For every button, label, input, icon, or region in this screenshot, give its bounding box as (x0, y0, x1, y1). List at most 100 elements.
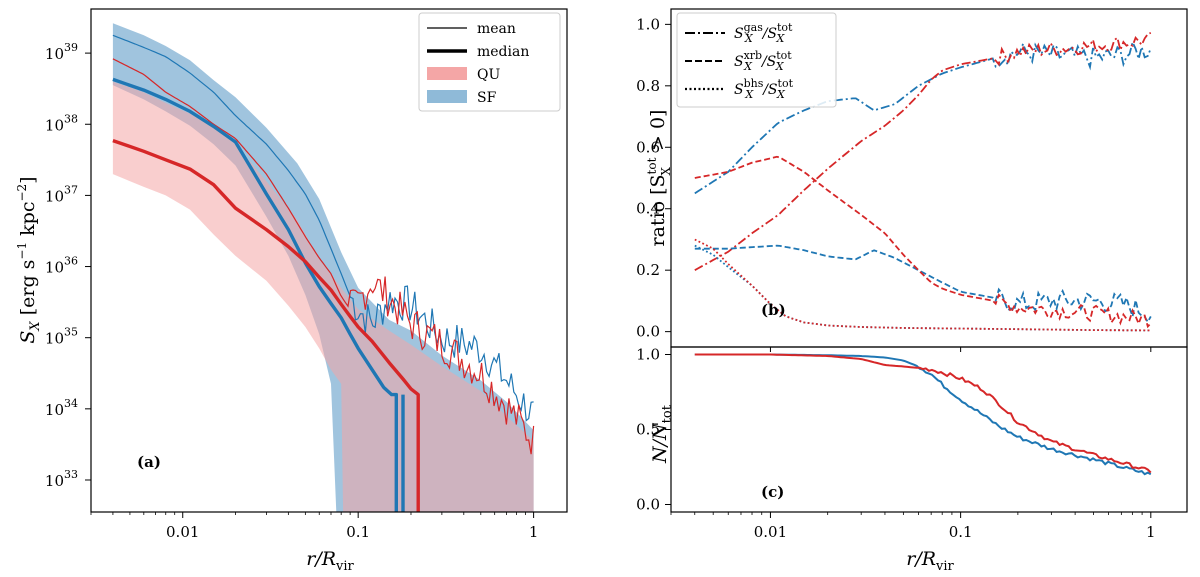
panel-a-xtick-label: 1 (529, 523, 539, 541)
panel-a-ytick-label: 1034 (45, 397, 78, 419)
panel-c-data-layer (694, 353, 1152, 476)
panel-a-ytick-exponent: 38 (64, 112, 78, 125)
legend-bhs-slash: /S (761, 82, 777, 98)
legend-gas-tot: tot (777, 21, 793, 34)
panel-a-ytick-base: 10 (45, 116, 64, 134)
legend-gas-num: gas (744, 21, 764, 34)
panel-a-ylabel-exp1: −1 (15, 242, 29, 260)
panel-c-ytick-label: 0.5 (636, 421, 660, 439)
legend-xrb-s: S (734, 54, 744, 70)
panel-a-legend-box (418, 12, 561, 112)
panel-b-ytick-label: 0.6 (636, 138, 660, 156)
legend-bhs-tot: tot (778, 77, 794, 90)
panel-c-ylabel-n: N/N (649, 422, 671, 464)
legend-xrb-x2: X (775, 60, 785, 73)
panel-a-ylabel-s: S (17, 331, 39, 344)
panel-a-ylabel-close: ] (17, 176, 39, 183)
panel-b-ytick-label: 0.8 (636, 77, 660, 95)
panel-a-ytick-base: 10 (45, 401, 64, 419)
panel-b-xrb-qu-line (694, 155, 1152, 329)
panel-a-ylabel-x: X (28, 321, 43, 332)
panel-a-ylabel-units: [erg s (17, 260, 39, 322)
panel-c-ylabel: N/Ntot (649, 404, 675, 464)
panel-c-xtick-label: 1 (1146, 523, 1156, 541)
sf-mean-line (112, 34, 534, 422)
panel-b-data-layer (694, 31, 1152, 332)
panel-a-xlabel-vir: vir (335, 559, 355, 574)
panel-b-ylabel: ratio [StotX > 0] (645, 110, 673, 247)
panel-c-ylabel-tot: tot (660, 404, 675, 423)
panel-b-legend-box (676, 12, 837, 108)
panel-b-ytick-label: 1.0 (636, 15, 660, 33)
panel-a-ytick-exponent: 34 (64, 397, 78, 410)
legend-xrb-x: X (743, 60, 753, 73)
qu-band (112, 81, 534, 512)
legend-bhs-x: X (744, 88, 754, 101)
legend-xrb-slash: /S (760, 54, 776, 70)
panel-a-ytick-label: 1037 (45, 183, 78, 205)
panel-b-ticks: 0.0 0.2 0.4 0.6 0.8 1.0 (636, 15, 1152, 352)
panel-a-ytick-exponent: 35 (64, 326, 78, 339)
legend-gas-x: X (744, 32, 754, 45)
panel-b-ylabel-x: X (659, 167, 673, 176)
panel-c-sf-line (694, 353, 1152, 476)
panel-b-legend: Sgas X/Stot X Sxrb X/Stot X Sbhs X/Stot X (676, 12, 837, 108)
legend-gas-x2: X (775, 32, 785, 45)
qu-median-line (112, 138, 420, 512)
panel-c-ytick-label: 0.0 (636, 496, 660, 514)
panel-a-ylabel-exp2: −2 (15, 184, 29, 202)
panel-b-gas-qu-line (694, 31, 1152, 271)
legend-bhs-label: Sbhs X/Stot X (734, 77, 794, 101)
panel-b-ytick-label: 0.0 (636, 323, 660, 341)
panel-b: 0.0 0.2 0.4 0.6 0.8 1.0 ratio [StotX > 0] (b)… (636, 8, 1188, 352)
legend-qu-swatch (427, 67, 467, 80)
panel-c-xtick-label: 0.01 (754, 523, 787, 541)
panel-c-xlabel-vir: vir (935, 559, 955, 574)
panel-a-ytick-exponent: 39 (64, 41, 78, 54)
legend-bhs-s: S (734, 82, 744, 98)
qu-mean-line (112, 58, 535, 455)
panel-a-ylabel: SX [erg s−1 kpc−2] (15, 176, 43, 343)
legend-gas-s: S (734, 26, 744, 42)
panel-b-ylabel-tot: tot (645, 157, 659, 174)
legend-sf-label: SF (477, 90, 497, 106)
panel-b-ylabel-post: > 0] (647, 110, 669, 158)
panel-a-ytick-exponent: 33 (64, 468, 78, 481)
panel-a-tag: (a) (137, 453, 161, 471)
panel-c-tag: (c) (761, 483, 784, 501)
panel-b-tag: (b) (761, 301, 786, 319)
panel-a-ylabel-kpc: kpc (17, 202, 39, 242)
panel-b-ytick-label: 0.2 (636, 261, 660, 279)
panel-a-ytick-exponent: 36 (64, 255, 78, 268)
panel-a-xtick-label: 0.01 (166, 523, 199, 541)
panel-a-ytick-label: 1039 (45, 41, 78, 63)
panel-a-xlabel-r: r/R (306, 548, 336, 570)
panel-a-legend: mean median QU SF (418, 12, 561, 112)
legend-xrb-label: Sxrb X/Stot X (734, 49, 792, 73)
panel-a-ytick-base: 10 (45, 259, 64, 277)
panel-c-ytick-label: 1.0 (636, 346, 660, 364)
panel-a-xlabel: r/Rvir (306, 548, 354, 574)
legend-mean-label: mean (477, 21, 516, 37)
panel-c-xlabel: r/Rvir (906, 548, 954, 574)
legend-bhs-x2: X (776, 88, 786, 101)
legend-median-label: median (477, 44, 529, 60)
panel-c-qu-line (694, 353, 1152, 474)
sf-median-line (112, 77, 405, 512)
panel-a-ytick-label: 1035 (45, 326, 78, 348)
legend-qu-label: QU (477, 67, 500, 83)
panel-a-data-layer (112, 23, 535, 512)
panel-b-xrb-sf-line (694, 244, 1152, 324)
panel-a-ytick-base: 10 (45, 45, 64, 63)
panel-b-ytick-label: 0.4 (636, 200, 660, 218)
panel-a-ytick-label: 1033 (45, 468, 78, 490)
panel-a-ytick-base: 10 (45, 330, 64, 348)
panel-a-ytick-label: 1036 (45, 255, 78, 277)
panel-a-ytick-base: 10 (45, 472, 64, 490)
legend-gas-slash: /S (761, 26, 777, 42)
legend-gas-label: Sgas X/Stot X (734, 21, 793, 45)
panel-a-ytick-base: 10 (45, 187, 64, 205)
